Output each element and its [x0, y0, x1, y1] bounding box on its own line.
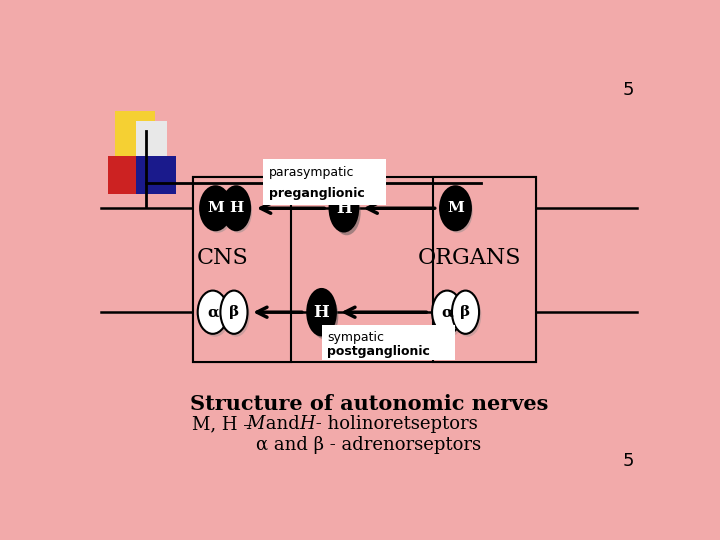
- Ellipse shape: [310, 293, 338, 339]
- Text: α and β - adrenorseptors: α and β - adrenorseptors: [256, 436, 482, 454]
- FancyBboxPatch shape: [136, 121, 167, 158]
- FancyBboxPatch shape: [193, 177, 291, 362]
- Text: M: M: [246, 415, 265, 434]
- FancyBboxPatch shape: [433, 177, 536, 362]
- Text: β: β: [229, 305, 239, 319]
- Text: H: H: [314, 303, 330, 321]
- Text: ORGANS: ORGANS: [418, 247, 521, 269]
- Text: sympatic: sympatic: [327, 330, 384, 343]
- FancyBboxPatch shape: [263, 159, 386, 184]
- Text: Structure of autonomic nerves: Structure of autonomic nerves: [190, 394, 548, 414]
- Ellipse shape: [222, 294, 250, 337]
- Text: and: and: [260, 415, 306, 434]
- Ellipse shape: [333, 190, 361, 235]
- Text: β: β: [461, 305, 471, 319]
- Ellipse shape: [203, 190, 233, 233]
- Text: preganglionic: preganglionic: [269, 187, 364, 200]
- Ellipse shape: [200, 294, 230, 337]
- Ellipse shape: [307, 289, 336, 335]
- Text: α: α: [441, 305, 453, 319]
- Text: postganglionic: postganglionic: [327, 345, 430, 358]
- Ellipse shape: [441, 187, 471, 230]
- FancyBboxPatch shape: [136, 156, 176, 194]
- Text: parasympatic: parasympatic: [269, 166, 354, 179]
- Ellipse shape: [225, 190, 252, 233]
- Ellipse shape: [200, 187, 230, 230]
- FancyBboxPatch shape: [263, 180, 386, 205]
- Ellipse shape: [220, 291, 248, 334]
- Ellipse shape: [198, 291, 228, 334]
- Text: α: α: [207, 305, 219, 319]
- Ellipse shape: [452, 291, 479, 334]
- FancyBboxPatch shape: [115, 111, 156, 158]
- Ellipse shape: [454, 294, 482, 337]
- Text: CNS: CNS: [197, 247, 248, 269]
- Ellipse shape: [432, 291, 462, 334]
- Text: 5: 5: [623, 452, 634, 470]
- Text: - holinoretseptors: - holinoretseptors: [310, 415, 478, 434]
- FancyBboxPatch shape: [193, 177, 536, 362]
- FancyBboxPatch shape: [108, 156, 148, 194]
- Text: M, H – M and H - holinoretseptors: M, H – M and H - holinoretseptors: [212, 415, 526, 434]
- Ellipse shape: [434, 294, 464, 337]
- Ellipse shape: [222, 187, 250, 230]
- Ellipse shape: [330, 185, 358, 231]
- Text: M: M: [447, 201, 464, 215]
- Text: H: H: [229, 201, 243, 215]
- Ellipse shape: [443, 190, 473, 233]
- Text: M, H –: M, H –: [192, 415, 258, 434]
- Text: H: H: [300, 415, 315, 434]
- Text: M: M: [207, 201, 224, 215]
- FancyBboxPatch shape: [322, 325, 456, 360]
- Text: H: H: [336, 200, 352, 217]
- Text: 5: 5: [623, 82, 634, 99]
